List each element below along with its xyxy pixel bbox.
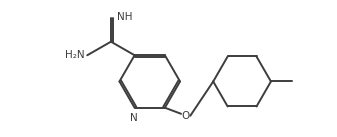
Text: NH: NH [117,12,133,22]
Text: H₂N: H₂N [65,50,84,60]
Text: N: N [129,113,137,123]
Text: O: O [182,111,190,121]
